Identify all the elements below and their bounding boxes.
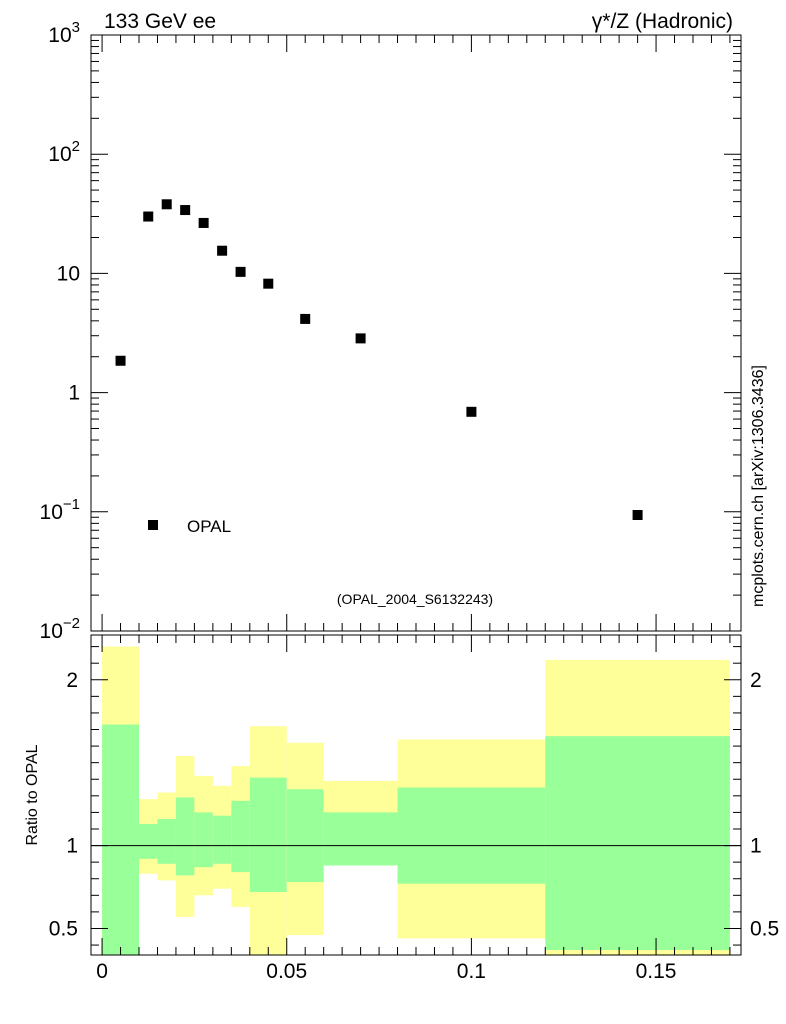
analysis-label: (OPAL_2004_S6132243) <box>337 591 493 607</box>
data-point <box>466 406 477 417</box>
inner-band-bin <box>175 797 195 876</box>
y-tick-label: 10 <box>57 262 80 285</box>
legend: OPAL <box>148 517 231 536</box>
x-tick-label: 0.05 <box>266 960 307 983</box>
main-axis-ticks <box>91 34 741 632</box>
y-tick-label: 0.5 <box>49 917 78 940</box>
y-tick-label: 103 <box>48 19 80 47</box>
data-point <box>235 266 246 277</box>
side-label: mcplots.cern.ch [arXiv:1306.3436] <box>750 365 767 607</box>
header-left-label: 133 GeV ee <box>104 10 216 33</box>
inner-band-bin <box>249 777 287 892</box>
y-tick-label: 102 <box>48 138 80 166</box>
main-data-points <box>115 199 643 521</box>
main-plot-frame <box>90 34 742 632</box>
header-right-label: γ*/Z (Hadronic) <box>592 10 733 33</box>
y-tick-label: 1 <box>66 835 78 858</box>
data-point <box>198 217 209 228</box>
data-point <box>115 355 126 366</box>
data-point <box>217 245 228 256</box>
ratio-y-axis-title: Ratio to OPAL <box>24 744 41 845</box>
main-y-tick-labels: 10−2 10−1 1 10 102 103 <box>40 19 80 643</box>
ratio-axis-ticks <box>91 635 741 955</box>
ratio-x-tick-labels: 0 0.05 0.1 0.15 <box>96 960 676 983</box>
y-tick-label: 10−1 <box>40 496 80 524</box>
inner-band-bin <box>157 819 176 864</box>
y-tick-label-right: 0.5 <box>750 917 779 940</box>
data-point <box>263 278 274 289</box>
legend-label: OPAL <box>187 517 231 536</box>
data-point <box>180 205 191 216</box>
data-point <box>355 333 366 344</box>
y-tick-label: 10−2 <box>40 615 80 643</box>
y-tick-label-right: 1 <box>750 835 762 858</box>
ratio-y-tick-labels: 0.5 0.5 1 1 2 2 <box>49 669 779 941</box>
inner-band-bin <box>139 824 158 859</box>
ratio-plot: 0.5 0.5 1 1 2 2 0 0.05 0.1 0.15 Ratio to OPAL <box>24 634 779 983</box>
inner-band-bin <box>231 800 250 873</box>
y-tick-label: 1 <box>68 382 80 405</box>
inner-band-bin <box>397 787 546 884</box>
data-point <box>632 510 643 521</box>
main-plot: 10−2 10−1 1 10 102 103 OPAL (OPAL_2004_S61322… <box>40 19 742 643</box>
data-point <box>161 199 172 210</box>
inner-band-bin <box>286 789 324 883</box>
inner-band-bin <box>323 812 398 866</box>
data-point <box>300 313 311 324</box>
data-point <box>143 211 154 222</box>
inner-band-bin <box>194 812 213 868</box>
inner-band-bin <box>212 815 232 864</box>
inner-band-bin <box>545 736 730 951</box>
inner-band-bin <box>102 724 140 955</box>
ratio-bands <box>102 646 730 955</box>
legend-marker-square <box>148 520 158 530</box>
y-tick-label: 2 <box>66 669 78 692</box>
x-tick-label: 0 <box>96 960 108 983</box>
y-tick-label-right: 2 <box>750 669 762 692</box>
x-tick-label: 0.15 <box>636 960 677 983</box>
x-tick-label: 0.1 <box>457 960 486 983</box>
